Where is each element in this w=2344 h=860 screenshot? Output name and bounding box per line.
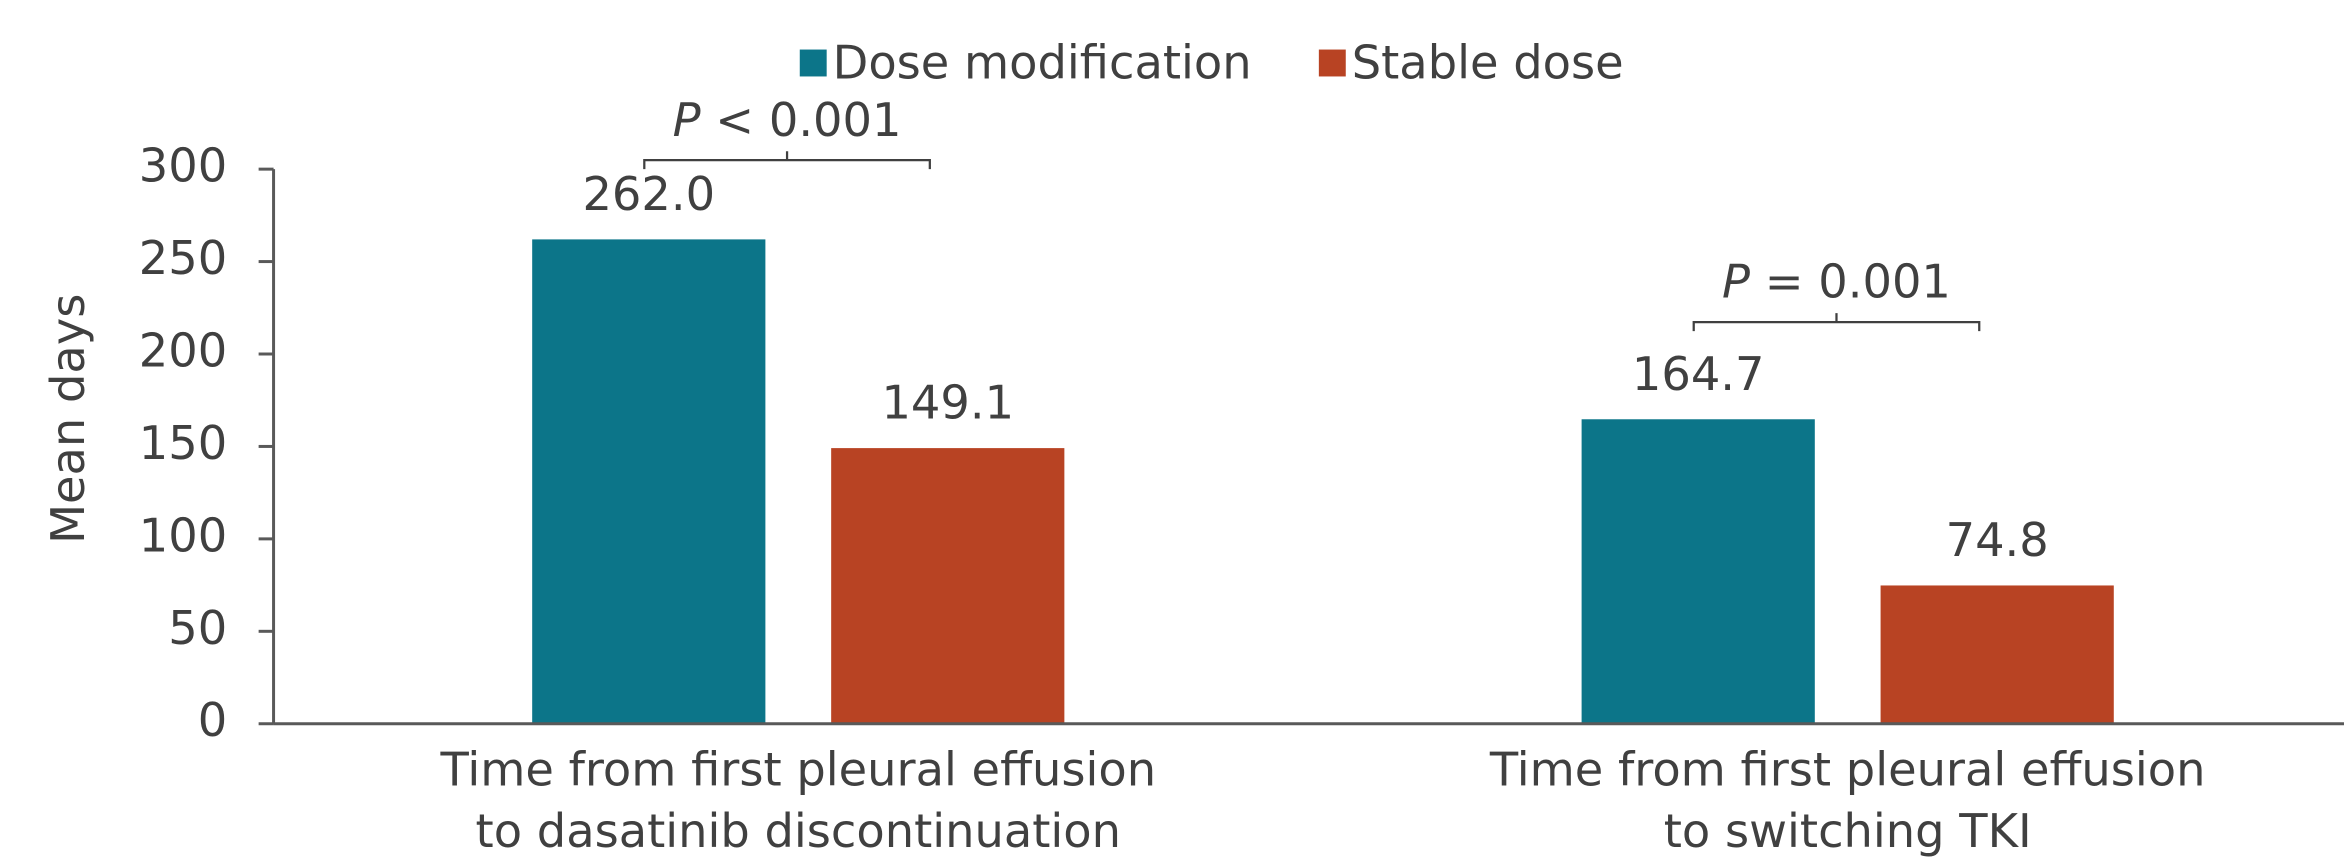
bar — [1581, 419, 1815, 724]
value-label: 149.1 — [881, 376, 1014, 430]
y-tick-label: 100 — [139, 508, 227, 562]
y-tick-label: 0 — [198, 693, 227, 747]
legend-label: Stable dose — [1352, 35, 1624, 89]
p-value: P < 0.001 — [673, 92, 902, 146]
legend-label: Dose modification — [833, 35, 1252, 89]
p-symbol: P — [673, 92, 701, 146]
x-tick-label: to switching TKI — [1664, 804, 2032, 858]
x-tick-label: Time from first pleural effusion — [1489, 743, 2206, 797]
y-tick-label: 250 — [139, 231, 227, 285]
p-symbol: P — [1722, 254, 1750, 308]
p-text: < 0.001 — [715, 92, 901, 146]
value-label: 74.8 — [1946, 513, 2049, 567]
y-tick-label: 150 — [139, 416, 227, 470]
p-text: = 0.001 — [1765, 254, 1951, 308]
bar — [1880, 585, 2114, 724]
x-tick-label: to dasatinib discontinuation — [476, 804, 1121, 858]
y-tick-label: 300 — [139, 139, 227, 193]
value-label: 262.0 — [582, 167, 715, 221]
significance-bracket — [1692, 313, 1981, 332]
y-tick-label: 200 — [139, 324, 227, 378]
bar — [532, 239, 766, 724]
p-value: P = 0.001 — [1722, 254, 1951, 308]
significance-bracket — [643, 151, 931, 170]
y-axis-label: Mean days — [41, 294, 95, 544]
y-tick-label: 50 — [168, 601, 227, 655]
x-tick-label: Time from first pleural effusion — [439, 743, 1156, 797]
bar — [831, 448, 1065, 724]
value-label: 164.7 — [1632, 347, 1765, 401]
legend-swatch — [1318, 49, 1346, 77]
legend-swatch — [799, 49, 827, 77]
